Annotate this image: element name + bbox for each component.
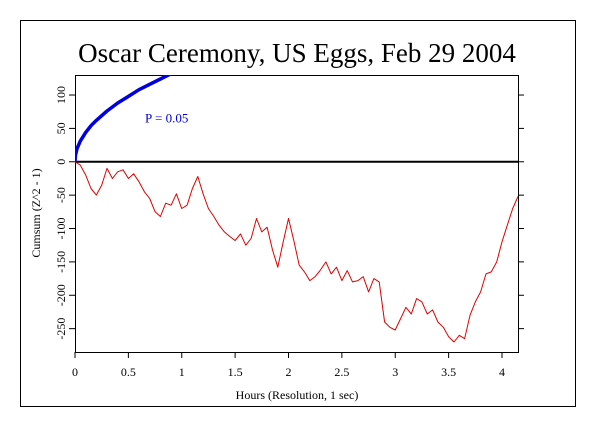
y-axis-label: Cumsum (Z^2 - 1) bbox=[29, 168, 43, 257]
plot-area: 0 0.5 1 1.5 2 2.5 3 3.5 4 100 50 0 -50 -100 -150 -200 -2… bbox=[54, 75, 524, 379]
x-tick-label: 3.5 bbox=[441, 365, 456, 379]
x-tick-label: 0 bbox=[72, 365, 78, 379]
x-tick-label: 2.5 bbox=[334, 365, 349, 379]
y-tick-label: 0 bbox=[54, 159, 68, 165]
outer-border bbox=[20, 20, 576, 407]
y-tick-label: 50 bbox=[54, 122, 68, 134]
significance-curve-label: P = 0.05 bbox=[145, 110, 188, 125]
plot-border bbox=[75, 75, 519, 353]
y-tick-label: -150 bbox=[54, 251, 68, 273]
y-tick-label: -200 bbox=[54, 284, 68, 306]
cumsum-series-line bbox=[75, 161, 518, 343]
y-tick-label: -100 bbox=[54, 218, 68, 240]
x-tick-label: 3 bbox=[392, 365, 398, 379]
x-axis-label: Hours (Resolution, 1 sec) bbox=[236, 388, 359, 402]
x-tick-label: 1.5 bbox=[228, 365, 243, 379]
x-tick-label: 0.5 bbox=[121, 365, 136, 379]
y-tick-label: -50 bbox=[54, 187, 68, 203]
x-tick-label: 2 bbox=[285, 365, 291, 379]
x-tick-label: 1 bbox=[179, 365, 185, 379]
x-tick-label: 4 bbox=[499, 365, 505, 379]
y-tick-label: -250 bbox=[54, 318, 68, 340]
significance-curve bbox=[75, 75, 172, 162]
y-tick-label: 100 bbox=[54, 86, 68, 104]
chart-title: Oscar Ceremony, US Eggs, Feb 29 2004 bbox=[78, 38, 516, 68]
